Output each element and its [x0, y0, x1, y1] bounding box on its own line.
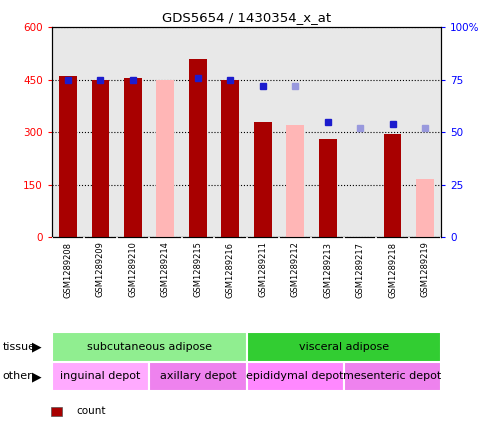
Text: GSM1289214: GSM1289214 — [161, 242, 170, 297]
Text: other: other — [2, 371, 32, 382]
Bar — [124, 78, 142, 237]
Text: subcutaneous adipose: subcutaneous adipose — [87, 342, 211, 352]
Bar — [246, 332, 441, 362]
Bar — [344, 362, 441, 391]
Bar — [52, 362, 149, 391]
Text: epididymal depot: epididymal depot — [246, 371, 344, 382]
Bar — [156, 80, 175, 237]
Bar — [52, 332, 246, 362]
Text: GSM1289215: GSM1289215 — [193, 242, 202, 297]
Bar — [59, 77, 77, 237]
Text: GSM1289208: GSM1289208 — [64, 242, 72, 297]
Text: count: count — [76, 407, 106, 416]
Text: visceral adipose: visceral adipose — [299, 342, 389, 352]
Bar — [318, 139, 337, 237]
Text: GSM1289219: GSM1289219 — [421, 242, 429, 297]
Bar — [149, 362, 246, 391]
Bar — [384, 134, 401, 237]
Text: GSM1289213: GSM1289213 — [323, 242, 332, 297]
Text: ▶: ▶ — [32, 341, 42, 353]
Text: GSM1289217: GSM1289217 — [355, 242, 365, 297]
Text: mesenteric depot: mesenteric depot — [344, 371, 442, 382]
Bar — [286, 125, 304, 237]
Bar — [416, 179, 434, 237]
Bar — [92, 80, 109, 237]
Text: GSM1289209: GSM1289209 — [96, 242, 105, 297]
Bar — [246, 362, 344, 391]
Text: axillary depot: axillary depot — [160, 371, 236, 382]
Text: GSM1289216: GSM1289216 — [226, 242, 235, 297]
Text: GSM1289211: GSM1289211 — [258, 242, 267, 297]
Bar — [221, 80, 239, 237]
Text: GSM1289218: GSM1289218 — [388, 242, 397, 297]
Text: GDS5654 / 1430354_x_at: GDS5654 / 1430354_x_at — [162, 11, 331, 24]
Text: GSM1289212: GSM1289212 — [291, 242, 300, 297]
Bar — [254, 122, 272, 237]
Text: tissue: tissue — [2, 342, 35, 352]
Text: GSM1289210: GSM1289210 — [128, 242, 138, 297]
Text: ▶: ▶ — [32, 370, 42, 383]
Text: inguinal depot: inguinal depot — [60, 371, 141, 382]
Bar — [189, 59, 207, 237]
